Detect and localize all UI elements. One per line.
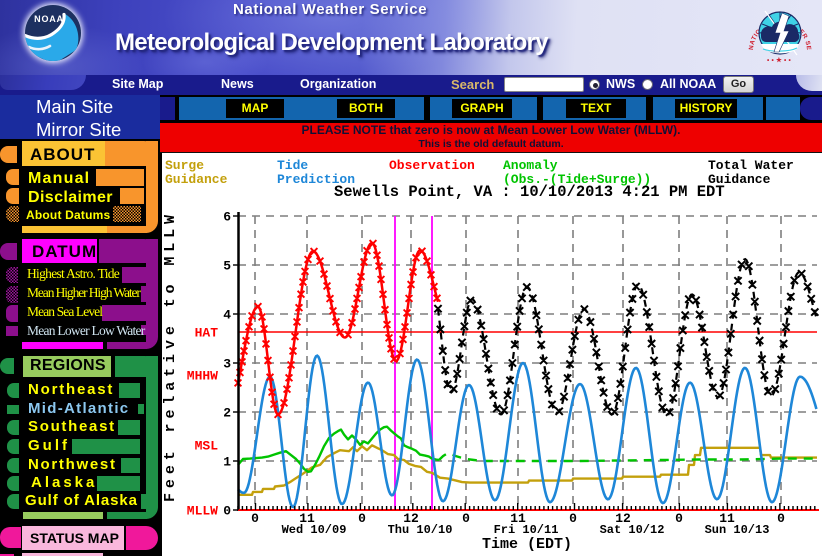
svg-text:NOAA: NOAA [34,14,64,24]
svg-text:5: 5 [223,259,231,274]
svg-text:2: 2 [223,406,231,421]
svg-text:Feet relative to MLLW: Feet relative to MLLW [162,210,179,502]
svg-text:0: 0 [462,511,470,526]
svg-text:0: 0 [777,511,785,526]
svg-text:Sat 10/12: Sat 10/12 [600,523,665,537]
svg-text:12: 12 [403,511,419,526]
svg-text:0: 0 [569,511,577,526]
svg-text:12: 12 [615,511,631,526]
svg-text:0: 0 [675,511,683,526]
svg-text:4: 4 [223,308,231,323]
svg-text:MLLW: MLLW [187,504,218,519]
svg-text:Wed 10/09: Wed 10/09 [282,523,347,537]
svg-text:11: 11 [299,511,315,526]
svg-text:MSL: MSL [195,439,219,454]
svg-text:1: 1 [223,455,231,470]
svg-text:Thu 10/10: Thu 10/10 [388,523,453,537]
svg-text:MHHW: MHHW [187,369,218,384]
svg-text:3: 3 [223,357,231,372]
svg-text:••★••: ••★•• [767,56,793,64]
svg-text:11: 11 [719,511,735,526]
svg-text:0: 0 [358,511,366,526]
svg-text:0: 0 [223,504,231,519]
svg-text:HAT: HAT [195,326,219,341]
svg-text:6: 6 [223,210,231,225]
svg-text:Sun 10/13: Sun 10/13 [705,523,770,537]
svg-text:11: 11 [510,511,526,526]
svg-text:Time (EDT): Time (EDT) [482,536,572,553]
svg-text:0: 0 [251,511,259,526]
svg-text:Fri 10/11: Fri 10/11 [494,523,559,537]
